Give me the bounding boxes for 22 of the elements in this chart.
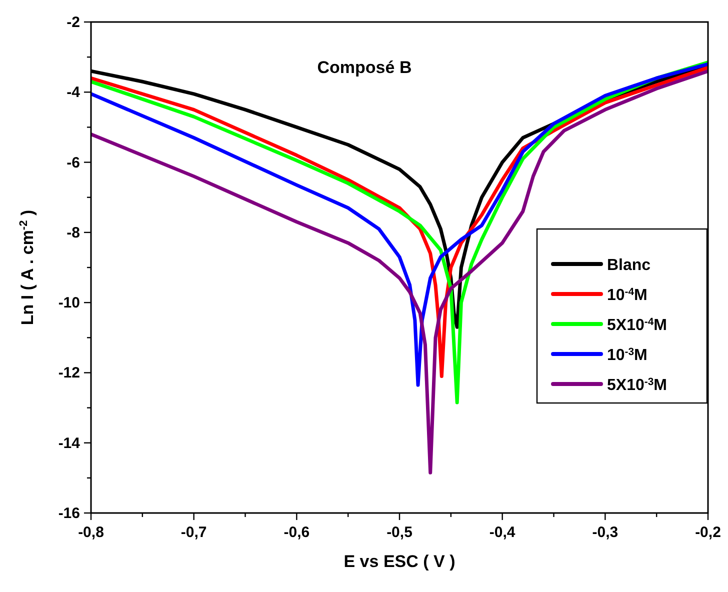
y-tick-label: -12 — [58, 364, 80, 382]
legend-label: 5X10$^{-4}$M — [607, 316, 667, 334]
x-tick-label: -0,4 — [489, 524, 516, 541]
y-tick-label: -4 — [66, 84, 81, 102]
y-tick-label: -6 — [66, 154, 80, 172]
x-axis-title: E vs ESC ( V ) — [344, 552, 456, 571]
x-tick-label: -0,3 — [592, 524, 618, 541]
x-tick-label: -0,7 — [180, 524, 207, 541]
legend-label: 10$^{-4}$M — [607, 286, 648, 304]
x-tick-label: -0,6 — [284, 524, 310, 541]
legend-label: Blanc — [607, 257, 651, 274]
text: Composé B — [317, 58, 412, 77]
y-tick-label: -2 — [66, 14, 80, 31]
x-tick-label: -0,5 — [386, 524, 412, 541]
y-tick-label: -8 — [66, 224, 80, 242]
y-tick-label: -10 — [58, 294, 80, 312]
x-tick-label: -0,8 — [78, 524, 104, 541]
y-tick-label: -14 — [58, 434, 81, 452]
legend-label: 10$^{-3}$M — [607, 346, 648, 364]
legend-label: 5X10$^{-3}$M — [607, 376, 667, 394]
y-tick-label: -16 — [58, 505, 80, 522]
x-tick-label: -0,2 — [695, 524, 721, 541]
